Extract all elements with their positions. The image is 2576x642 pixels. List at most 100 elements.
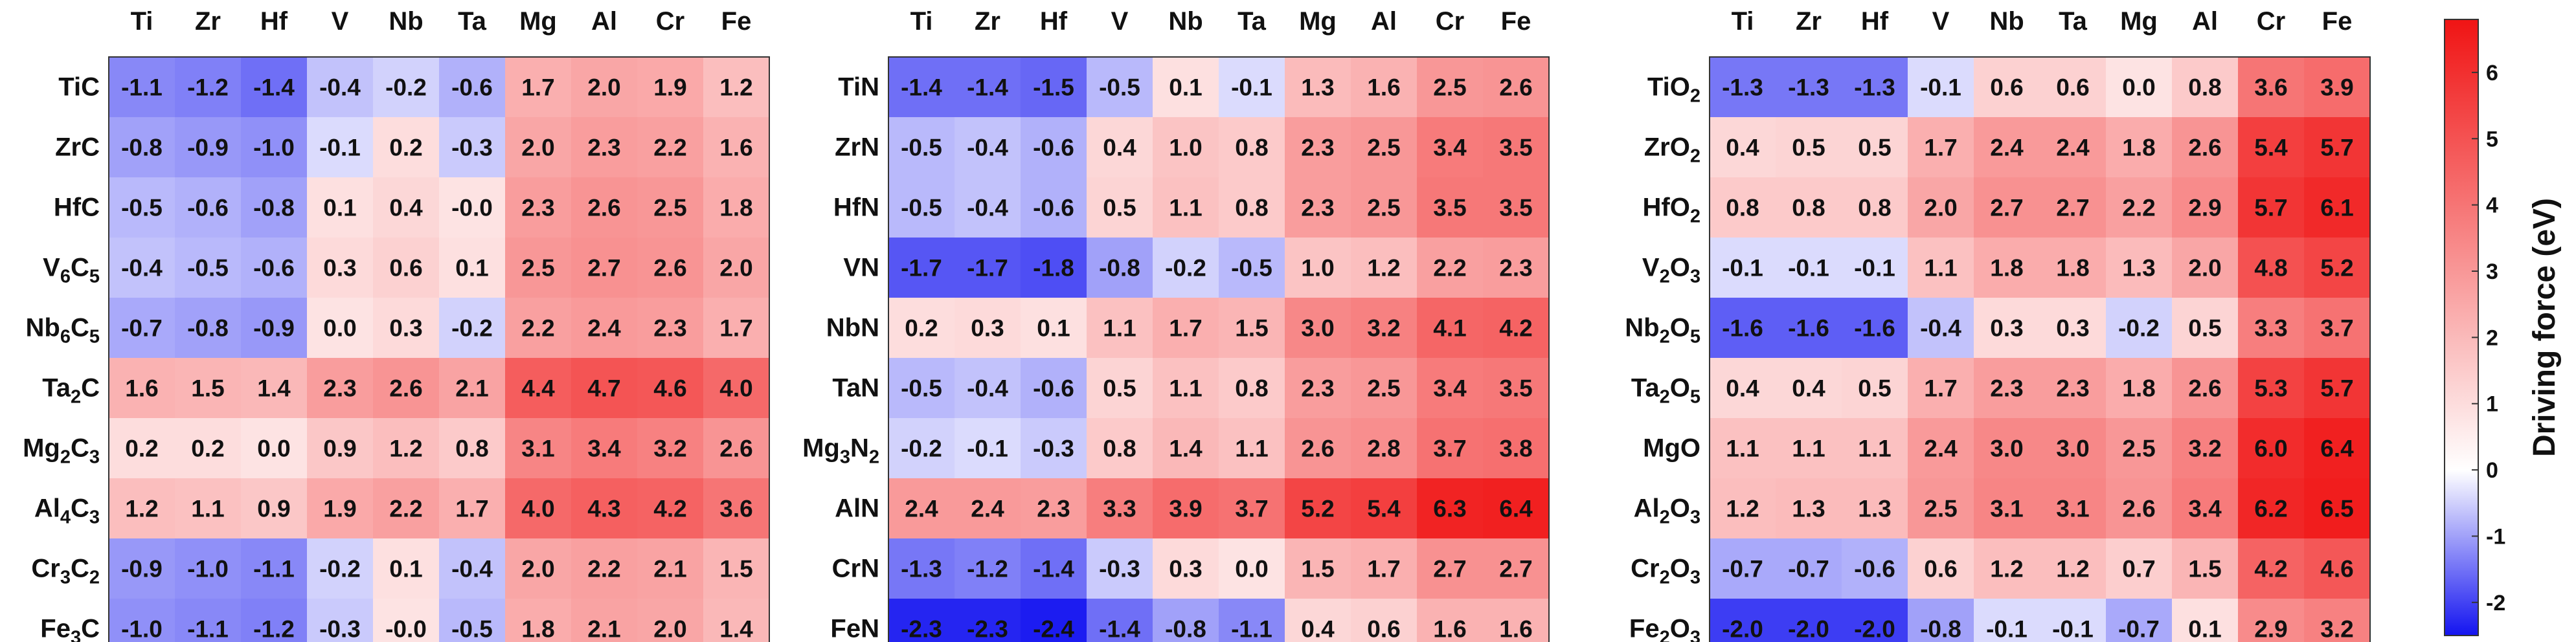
cell-value-label: -0.1 bbox=[1854, 255, 1895, 282]
row-label-part: AlN bbox=[835, 494, 879, 523]
cell-value-label: -0.6 bbox=[451, 74, 493, 101]
cell-value-label: 2.4 bbox=[1924, 436, 1958, 462]
row-label: FeN bbox=[830, 615, 879, 642]
row-label: ZrO2 bbox=[1644, 133, 1700, 167]
heatmap-cell bbox=[2304, 478, 2371, 539]
heatmap-cell bbox=[307, 57, 374, 118]
cell-value-label: -0.8 bbox=[1920, 616, 1961, 642]
row-label-part: ZrN bbox=[835, 133, 879, 162]
heatmap-cell bbox=[1483, 599, 1550, 642]
cell-value-label: -0.0 bbox=[385, 616, 427, 642]
heatmap-cell bbox=[373, 538, 440, 599]
heatmap-cell bbox=[888, 57, 955, 118]
heatmap-cell bbox=[1219, 538, 1285, 599]
heatmap-cell bbox=[1908, 599, 1974, 642]
cell-value-label: 2.1 bbox=[587, 616, 620, 642]
heatmap-cell bbox=[703, 478, 770, 539]
cell-value-label: -1.1 bbox=[253, 556, 295, 582]
column-label: Cr bbox=[656, 7, 684, 36]
heatmap-cell bbox=[175, 478, 242, 539]
cell-value-label: 6.4 bbox=[2320, 436, 2354, 462]
column-label: Nb bbox=[1168, 7, 1203, 36]
row-label: V2O3 bbox=[1642, 254, 1700, 287]
cell-value-label: -0.1 bbox=[1920, 74, 1961, 101]
cell-value-label: 0.0 bbox=[2122, 74, 2155, 101]
cell-value-label: 0.8 bbox=[1103, 436, 1136, 462]
heatmap-cell bbox=[1285, 177, 1351, 238]
cell-value-label: -0.7 bbox=[1722, 556, 1763, 582]
row-label: TaN bbox=[832, 374, 879, 403]
heatmap-cell bbox=[1417, 298, 1484, 359]
heatmap-cell bbox=[307, 117, 374, 178]
cell-value-label: 4.0 bbox=[521, 496, 554, 522]
heatmap-cell bbox=[1710, 298, 1776, 359]
cell-value-label: 2.0 bbox=[1924, 195, 1957, 221]
cell-value-label: 3.5 bbox=[1499, 135, 1532, 161]
cell-value-label: -1.6 bbox=[1722, 315, 1763, 342]
heatmap-cell bbox=[1021, 57, 1087, 118]
heatmap-cell bbox=[1087, 117, 1153, 178]
heatmap-cell bbox=[1776, 238, 1842, 298]
cell-value-label: 0.1 bbox=[1037, 315, 1070, 342]
cell-value-label: -0.2 bbox=[1165, 255, 1206, 282]
cell-value-label: 3.4 bbox=[1433, 135, 1467, 161]
cell-value-label: -2.0 bbox=[1854, 616, 1895, 642]
heatmap-cell bbox=[1710, 117, 1776, 178]
heatmap-cell bbox=[373, 238, 440, 298]
heatmap-cell bbox=[1483, 238, 1550, 298]
row-label-part: C bbox=[81, 374, 100, 403]
heatmap-cell bbox=[2238, 117, 2305, 178]
cell-value-label: -1.1 bbox=[1231, 616, 1272, 642]
cell-value-label: -1.2 bbox=[967, 556, 1008, 582]
column-label: Cr bbox=[1436, 7, 1464, 36]
column-label: Zr bbox=[195, 7, 221, 36]
heatmap-cell bbox=[307, 298, 374, 359]
heatmap-cell bbox=[703, 358, 770, 419]
heatmap-panel: -1.1 -1.2 -1.4 -0.4 -0.2 -0.6 1.7 2.0 1.9 1.2 -0.8… bbox=[23, 7, 770, 642]
cell-value-label: -1.8 bbox=[1033, 255, 1074, 282]
heatmap-cell bbox=[1021, 238, 1087, 298]
cell-value-label: 3.2 bbox=[2320, 616, 2353, 642]
colorbar-tick-label: 3 bbox=[2486, 260, 2498, 284]
cell-value-label: 1.9 bbox=[323, 496, 356, 522]
cell-value-label: 2.6 bbox=[587, 195, 620, 221]
colorbar-tick-label: 0 bbox=[2486, 458, 2498, 483]
heatmap-cell bbox=[505, 358, 572, 419]
heatmap-cell bbox=[571, 117, 638, 178]
heatmap-cell bbox=[571, 418, 638, 479]
cell-value-label: 4.1 bbox=[1433, 315, 1466, 342]
colorbar-gradient bbox=[2444, 19, 2479, 636]
row-label-part: Nb bbox=[26, 314, 60, 342]
heatmap-cell bbox=[2304, 418, 2371, 479]
row-label: VN bbox=[843, 254, 879, 282]
row-label-subscript: 2 bbox=[1690, 206, 1700, 227]
heatmap-cell bbox=[1842, 238, 1908, 298]
cell-value-label: 2.3 bbox=[1990, 375, 2023, 402]
heatmap-cell bbox=[703, 599, 770, 642]
cell-value-label: -1.6 bbox=[1854, 315, 1895, 342]
heatmap-cell bbox=[1908, 418, 1974, 479]
row-label: TiN bbox=[838, 73, 879, 102]
cell-value-label: -0.2 bbox=[385, 74, 427, 101]
heatmap-cell bbox=[1710, 418, 1776, 479]
heatmap-cell bbox=[307, 177, 374, 238]
heatmap-cell bbox=[505, 298, 572, 359]
cell-value-label: 0.4 bbox=[389, 195, 423, 221]
cell-value-label: 0.7 bbox=[2122, 556, 2155, 582]
heatmap-cell bbox=[571, 599, 638, 642]
row-label-part: TaN bbox=[832, 374, 879, 403]
heatmap-cell bbox=[1710, 57, 1776, 118]
row-label-subscript: 2 bbox=[60, 447, 71, 468]
cell-value-label: 2.9 bbox=[2188, 195, 2221, 221]
cell-value-label: -0.6 bbox=[1033, 375, 1074, 402]
cell-value-label: 1.3 bbox=[2122, 255, 2155, 282]
heatmap-cell bbox=[2040, 538, 2107, 599]
heatmap-cell bbox=[1483, 538, 1550, 599]
cell-value-label: 6.3 bbox=[1433, 496, 1466, 522]
row-label-subscript: 5 bbox=[1690, 327, 1700, 348]
cell-value-label: 3.0 bbox=[2056, 436, 2089, 462]
heatmap-cell bbox=[109, 298, 175, 359]
heatmap-cell bbox=[1710, 238, 1776, 298]
cell-value-label: 4.6 bbox=[2320, 556, 2353, 582]
